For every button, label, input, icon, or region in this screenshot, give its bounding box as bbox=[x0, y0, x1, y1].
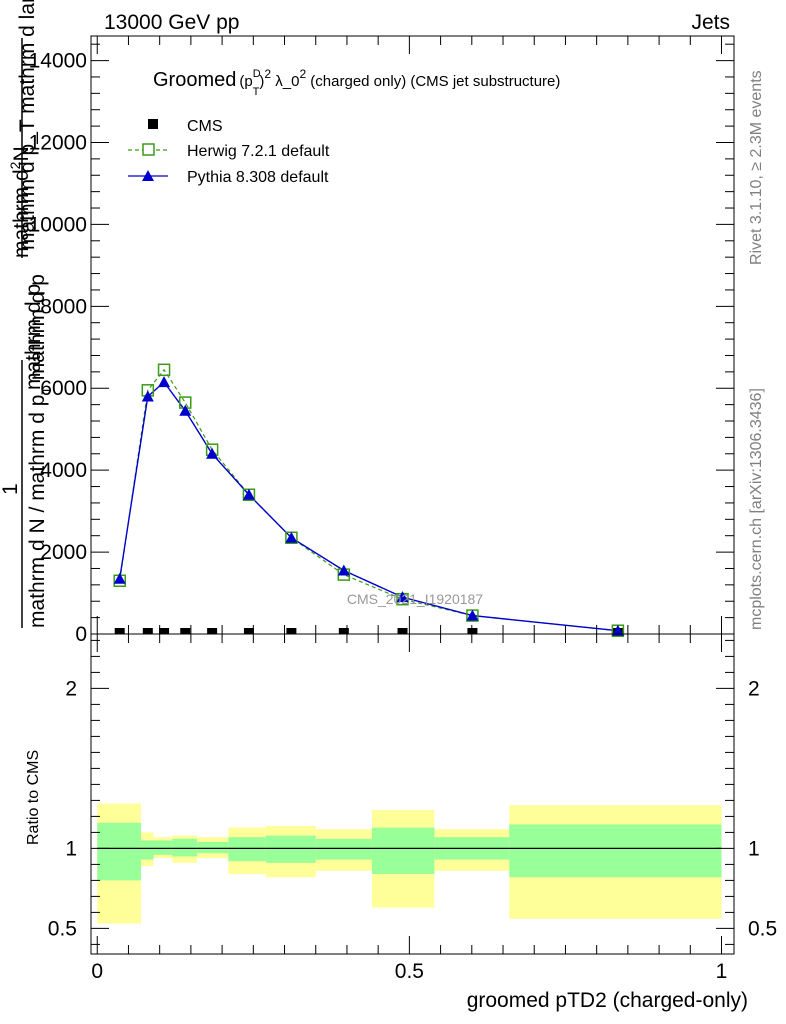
x-axis-label: groomed pTD2 (charged-only) bbox=[467, 989, 748, 1012]
legend-label-pythia: Pythia 8.308 default bbox=[187, 169, 329, 186]
data-point-cms bbox=[114, 628, 125, 634]
legend: CMS Herwig 7.2.1 default Pythia 8.308 de… bbox=[128, 118, 330, 186]
data-point-cms bbox=[467, 628, 478, 634]
ratio-y-tick-label-right: 0.5 bbox=[748, 917, 777, 940]
watermark: CMS_2021_I1920187 bbox=[347, 591, 483, 607]
data-point-pythia bbox=[396, 591, 409, 603]
data-point-pythia bbox=[285, 531, 298, 543]
y-tick-label: 6000 bbox=[40, 377, 87, 400]
legend-label-cms: CMS bbox=[187, 118, 223, 135]
ratio-band-inner bbox=[153, 840, 173, 855]
ratio-band-inner bbox=[172, 838, 198, 857]
ratio-band-inner bbox=[197, 842, 229, 854]
ratio-band-inner bbox=[140, 840, 154, 860]
ratio-band-inner bbox=[371, 827, 435, 874]
y-tick-label: 4000 bbox=[40, 459, 87, 482]
y-tick-label: 10000 bbox=[29, 213, 87, 236]
y-label-denominator: mathrm d N / mathrm d pT mathrm d p bbox=[26, 274, 54, 628]
data-point-cms bbox=[207, 628, 218, 634]
series-layer bbox=[113, 363, 625, 637]
ratio-y-tick-label-left: 0.5 bbox=[48, 917, 77, 940]
y-label-one: 1 bbox=[0, 483, 22, 495]
energy-label: 13000 GeV pp bbox=[104, 11, 239, 34]
x-tick-label: 1 bbox=[716, 960, 728, 983]
ratio-band-inner bbox=[315, 838, 372, 860]
main-title: Groomed (pD T)2 λ_02 (charged only) (CMS j… bbox=[153, 67, 560, 98]
x-tick-label: 0 bbox=[91, 960, 103, 983]
data-point-pythia bbox=[466, 609, 479, 621]
legend-marker-cms bbox=[148, 119, 158, 129]
legend-marker-herwig bbox=[142, 143, 155, 156]
y-tick-label: 0 bbox=[75, 623, 87, 646]
data-point-cms bbox=[180, 628, 191, 634]
ratio-band-inner bbox=[97, 822, 141, 881]
data-point-cms bbox=[286, 628, 297, 634]
data-point-cms bbox=[159, 628, 170, 634]
ratio-y-tick-label-right: 2 bbox=[748, 677, 760, 700]
main-axis-ticks: 0 2000 4000 6000 8000 10000 12000 14000 bbox=[29, 36, 734, 646]
mcplots-label: mcplots.cern.ch [arXiv:1306.3436] bbox=[748, 388, 765, 630]
data-point-pythia bbox=[158, 376, 171, 388]
ratio-band-inner bbox=[265, 835, 316, 863]
ratio-y-tick-label-left: 1 bbox=[65, 837, 77, 860]
y-tick-label: 2000 bbox=[40, 541, 87, 564]
ratio-frame bbox=[90, 633, 735, 955]
data-point-cms bbox=[397, 628, 408, 634]
data-point-cms bbox=[243, 628, 254, 634]
legend-marker-pythia bbox=[142, 170, 154, 181]
data-point-pythia bbox=[337, 564, 350, 576]
y-tick-label: 14000 bbox=[29, 50, 87, 73]
series-line-herwig bbox=[119, 368, 618, 632]
ratio-band-inner bbox=[509, 824, 722, 878]
data-point-cms bbox=[142, 628, 153, 634]
data-point-pythia bbox=[141, 390, 154, 402]
rivet-label: Rivet 3.1.10, ≥ 2.3M events bbox=[748, 70, 765, 265]
ratio-y-label: Ratio to CMS bbox=[25, 750, 42, 845]
data-point-pythia bbox=[611, 624, 624, 636]
x-tick-label: 0.5 bbox=[395, 960, 424, 983]
y-axis-label: mathrm d2N mathrm d p_T mathrm d lambda … bbox=[0, 0, 54, 628]
data-point-herwig bbox=[157, 363, 171, 377]
ratio-y-tick-label-right: 1 bbox=[748, 837, 760, 860]
data-point-cms bbox=[338, 628, 349, 634]
category-label: Jets bbox=[691, 11, 730, 34]
y-tick-label: 12000 bbox=[29, 131, 87, 154]
ratio-band-inner bbox=[228, 837, 266, 862]
ratio-y-tick-label-left: 2 bbox=[65, 677, 77, 700]
y-tick-label: 8000 bbox=[40, 295, 87, 318]
ratio-bands bbox=[97, 803, 722, 924]
data-point-pythia bbox=[242, 488, 255, 500]
data-point-pythia bbox=[113, 572, 126, 584]
legend-label-herwig: Herwig 7.2.1 default bbox=[187, 143, 330, 160]
data-point-pythia bbox=[179, 404, 192, 416]
ratio-axis-ticks: 0.5 0.5 1 1 2 2 0 0.5 1 bbox=[48, 634, 777, 983]
data-point-pythia bbox=[206, 447, 219, 459]
y-label-mid: mathrm d p bbox=[22, 284, 45, 390]
